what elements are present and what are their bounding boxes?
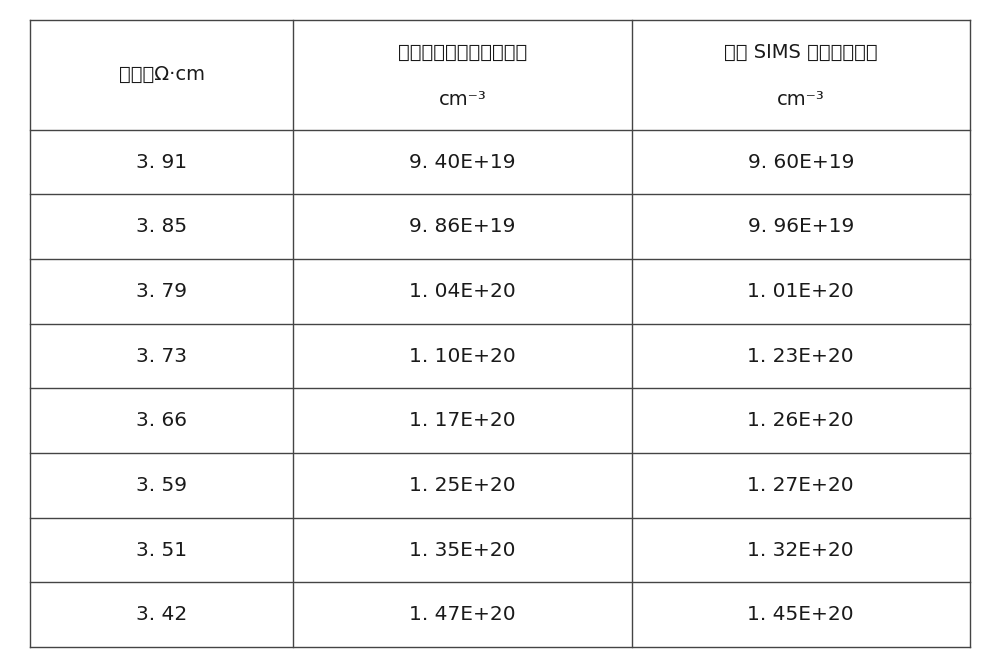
- Text: 电阻率Ω·cm: 电阻率Ω·cm: [119, 65, 205, 84]
- Text: 1. 17E+20: 1. 17E+20: [409, 411, 516, 430]
- Text: 1. 26E+20: 1. 26E+20: [747, 411, 854, 430]
- Text: 3. 51: 3. 51: [136, 540, 187, 560]
- Text: 9. 86E+19: 9. 86E+19: [409, 217, 516, 236]
- Text: 采用 SIMS 测量的锗浓度: 采用 SIMS 测量的锗浓度: [724, 43, 878, 63]
- Text: 3. 85: 3. 85: [136, 217, 187, 236]
- Text: 3. 79: 3. 79: [136, 282, 187, 301]
- Text: 9. 60E+19: 9. 60E+19: [748, 153, 854, 171]
- Text: 1. 47E+20: 1. 47E+20: [409, 605, 516, 624]
- Text: 1. 45E+20: 1. 45E+20: [747, 605, 854, 624]
- Text: 3. 42: 3. 42: [136, 605, 187, 624]
- Text: 1. 01E+20: 1. 01E+20: [747, 282, 854, 301]
- Text: 1. 10E+20: 1. 10E+20: [409, 347, 516, 366]
- Text: 1. 04E+20: 1. 04E+20: [409, 282, 516, 301]
- Text: 3. 91: 3. 91: [136, 153, 187, 171]
- Text: 1. 27E+20: 1. 27E+20: [747, 476, 854, 495]
- Text: 3. 66: 3. 66: [136, 411, 187, 430]
- Text: 9. 40E+19: 9. 40E+19: [409, 153, 516, 171]
- Text: 1. 35E+20: 1. 35E+20: [409, 540, 516, 560]
- Text: cm⁻³: cm⁻³: [777, 89, 825, 109]
- Text: cm⁻³: cm⁻³: [439, 89, 486, 109]
- Text: 3. 73: 3. 73: [136, 347, 187, 366]
- Text: 1. 23E+20: 1. 23E+20: [747, 347, 854, 366]
- Text: 9. 96E+19: 9. 96E+19: [748, 217, 854, 236]
- Text: 1. 32E+20: 1. 32E+20: [747, 540, 854, 560]
- Text: 3. 59: 3. 59: [136, 476, 187, 495]
- Text: 采用本发明测量的锗浓度: 采用本发明测量的锗浓度: [398, 43, 527, 63]
- Text: 1. 25E+20: 1. 25E+20: [409, 476, 516, 495]
